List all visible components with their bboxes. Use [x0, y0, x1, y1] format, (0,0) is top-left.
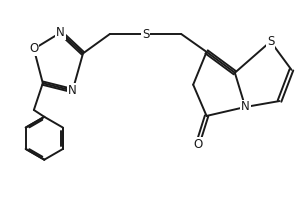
- Text: O: O: [193, 138, 202, 151]
- Text: S: S: [142, 28, 149, 41]
- Text: S: S: [267, 35, 274, 48]
- Text: N: N: [56, 26, 65, 39]
- Text: N: N: [68, 84, 77, 97]
- Text: N: N: [241, 100, 250, 113]
- Text: O: O: [29, 42, 38, 55]
